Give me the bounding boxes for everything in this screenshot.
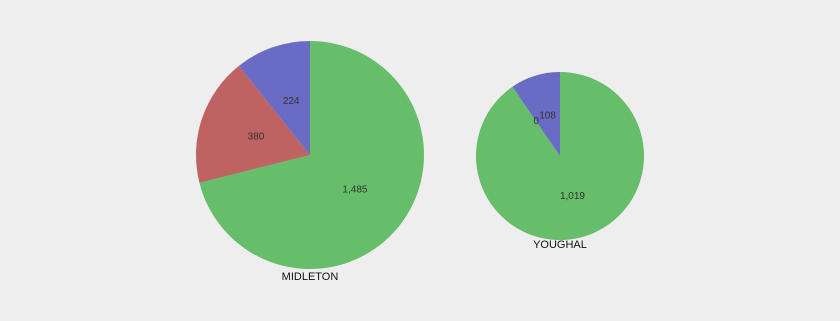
- data-label: 1,019: [560, 191, 585, 202]
- data-label: 108: [539, 111, 556, 122]
- pie-slice: [512, 72, 560, 156]
- pie-title: YOUGHAL: [533, 239, 587, 251]
- data-label: 224: [283, 96, 300, 107]
- data-label: 380: [248, 131, 265, 142]
- data-label: 0: [533, 116, 539, 127]
- pie-slice: [199, 41, 424, 269]
- pie-title: MIDLETON: [282, 271, 339, 283]
- data-label: 1,485: [342, 185, 367, 196]
- pie-slice: [238, 41, 310, 155]
- pie-slice: [196, 65, 310, 183]
